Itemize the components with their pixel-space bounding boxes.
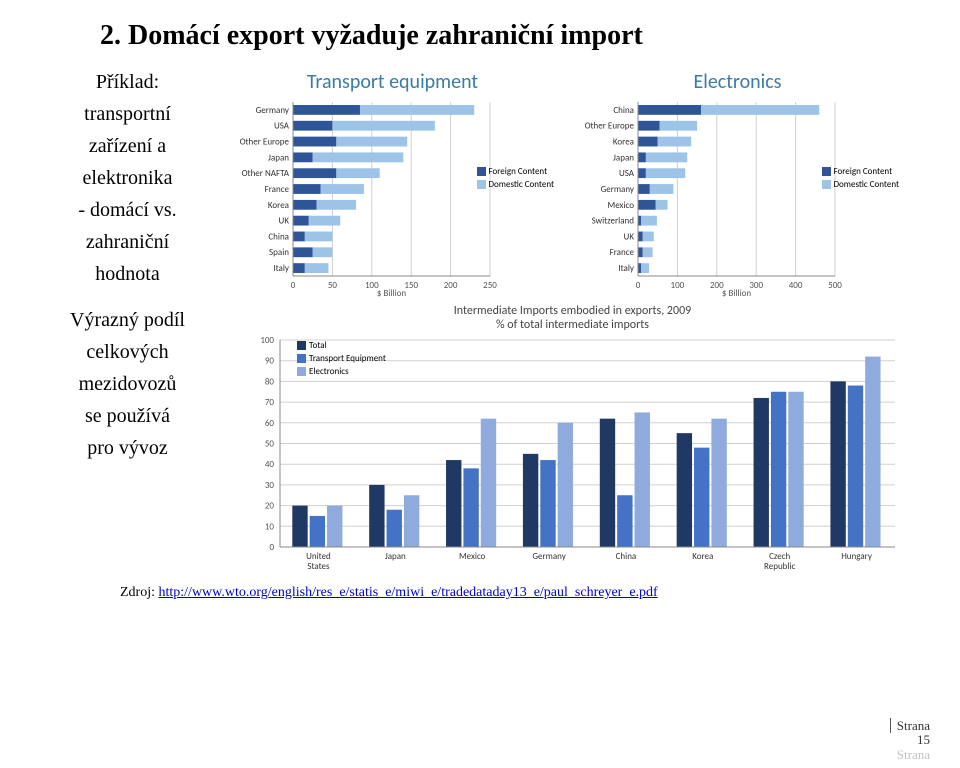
svg-text:Japan: Japan bbox=[268, 152, 289, 163]
side-line: zařízení a bbox=[40, 134, 215, 158]
svg-text:Korea: Korea bbox=[613, 136, 634, 147]
svg-text:Switzerland: Switzerland bbox=[592, 216, 635, 227]
svg-text:UK: UK bbox=[279, 216, 290, 227]
page-title: 2. Domácí export vyžaduje zahraniční imp… bbox=[100, 20, 920, 52]
page-number: 15 bbox=[917, 732, 930, 747]
svg-text:Mexico: Mexico bbox=[608, 200, 635, 211]
svg-text:0: 0 bbox=[291, 280, 296, 291]
svg-text:Italy: Italy bbox=[273, 263, 290, 274]
legend-label: Foreign Content bbox=[834, 166, 893, 177]
svg-text:250: 250 bbox=[483, 280, 497, 291]
chart-subtitle: Intermediate Imports embodied in exports… bbox=[225, 304, 920, 318]
svg-text:60: 60 bbox=[265, 418, 275, 429]
side-text: Příklad: transportní zařízení a elektron… bbox=[40, 70, 215, 579]
svg-text:100: 100 bbox=[260, 335, 274, 346]
svg-text:Korea: Korea bbox=[268, 200, 289, 211]
legend-label: Total bbox=[309, 340, 327, 351]
source-link[interactable]: http://www.wto.org/english/res_e/statis_… bbox=[159, 585, 658, 600]
svg-text:USA: USA bbox=[619, 168, 635, 179]
electronics-chart: Electronics 0100200300400500$ BillionChi… bbox=[570, 70, 905, 298]
svg-text:States: States bbox=[307, 561, 330, 572]
svg-text:Japan: Japan bbox=[613, 152, 634, 163]
svg-text:500: 500 bbox=[828, 280, 842, 291]
side-line: se používá bbox=[40, 404, 215, 428]
intermediate-chart: Intermediate Imports embodied in exports… bbox=[225, 304, 920, 579]
chart-title: Electronics bbox=[570, 70, 905, 94]
side-line: pro vývoz bbox=[40, 436, 215, 460]
svg-text:70: 70 bbox=[265, 397, 275, 408]
svg-text:Other NAFTA: Other NAFTA bbox=[242, 168, 290, 179]
legend-label: Transport Equipment bbox=[309, 353, 386, 364]
svg-text:10: 10 bbox=[265, 521, 275, 532]
legend-label: Electronics bbox=[309, 366, 349, 377]
svg-text:200: 200 bbox=[444, 280, 458, 291]
svg-text:400: 400 bbox=[789, 280, 803, 291]
side-line: Výrazný podíl bbox=[40, 308, 215, 332]
side-line: elektronika bbox=[40, 166, 215, 190]
svg-text:Spain: Spain bbox=[269, 247, 289, 258]
side-line: mezidovozů bbox=[40, 372, 215, 396]
svg-text:$ Billion: $ Billion bbox=[377, 288, 406, 298]
svg-text:0: 0 bbox=[636, 280, 641, 291]
footer-label: Strana bbox=[897, 718, 930, 733]
svg-text:40: 40 bbox=[265, 459, 275, 470]
svg-text:90: 90 bbox=[265, 356, 275, 367]
svg-text:0: 0 bbox=[269, 542, 274, 553]
chart-subtitle: % of total intermediate imports bbox=[225, 318, 920, 332]
svg-text:China: China bbox=[268, 231, 289, 242]
svg-text:20: 20 bbox=[265, 501, 275, 512]
chart-title: Transport equipment bbox=[225, 70, 560, 94]
svg-text:$ Billion: $ Billion bbox=[722, 288, 751, 298]
legend-label: Domestic Content bbox=[834, 179, 899, 190]
svg-text:USA: USA bbox=[274, 121, 290, 132]
svg-text:France: France bbox=[610, 247, 635, 258]
side-line: transportní bbox=[40, 102, 215, 126]
svg-text:100: 100 bbox=[671, 280, 685, 291]
svg-text:Japan: Japan bbox=[385, 551, 406, 562]
side-line: - domácí vs. bbox=[40, 198, 215, 222]
side-line: hodnota bbox=[40, 262, 215, 286]
svg-text:Germany: Germany bbox=[256, 105, 290, 116]
svg-text:30: 30 bbox=[265, 480, 275, 491]
page-footer: Strana 15 Strana bbox=[890, 719, 930, 762]
svg-text:Germany: Germany bbox=[532, 551, 566, 562]
svg-text:50: 50 bbox=[265, 439, 275, 450]
source-line: Zdroj: http://www.wto.org/english/res_e/… bbox=[120, 585, 920, 601]
side-line: celkových bbox=[40, 340, 215, 364]
svg-text:Other Europe: Other Europe bbox=[585, 121, 635, 132]
side-line: Příklad: bbox=[40, 70, 215, 94]
legend-label: Domestic Content bbox=[489, 179, 554, 190]
svg-text:China: China bbox=[616, 551, 637, 562]
svg-text:UK: UK bbox=[624, 231, 635, 242]
svg-text:50: 50 bbox=[328, 280, 338, 291]
svg-text:Germany: Germany bbox=[601, 184, 635, 195]
svg-text:80: 80 bbox=[265, 376, 275, 387]
transport-chart: Transport equipment 050100150200250$ Bil… bbox=[225, 70, 560, 298]
legend-label: Foreign Content bbox=[489, 166, 548, 177]
footer-label: Strana bbox=[897, 747, 930, 762]
svg-text:Other Europe: Other Europe bbox=[240, 136, 290, 147]
side-line: zahraniční bbox=[40, 230, 215, 254]
source-prefix: Zdroj: bbox=[120, 585, 159, 600]
svg-text:300: 300 bbox=[749, 280, 763, 291]
svg-text:Mexico: Mexico bbox=[459, 551, 486, 562]
svg-text:France: France bbox=[265, 184, 290, 195]
svg-text:Republic: Republic bbox=[764, 561, 796, 572]
svg-text:Hungary: Hungary bbox=[841, 551, 873, 562]
svg-text:150: 150 bbox=[404, 280, 418, 291]
svg-text:Italy: Italy bbox=[618, 263, 635, 274]
svg-text:China: China bbox=[613, 105, 634, 116]
svg-text:Korea: Korea bbox=[692, 551, 713, 562]
